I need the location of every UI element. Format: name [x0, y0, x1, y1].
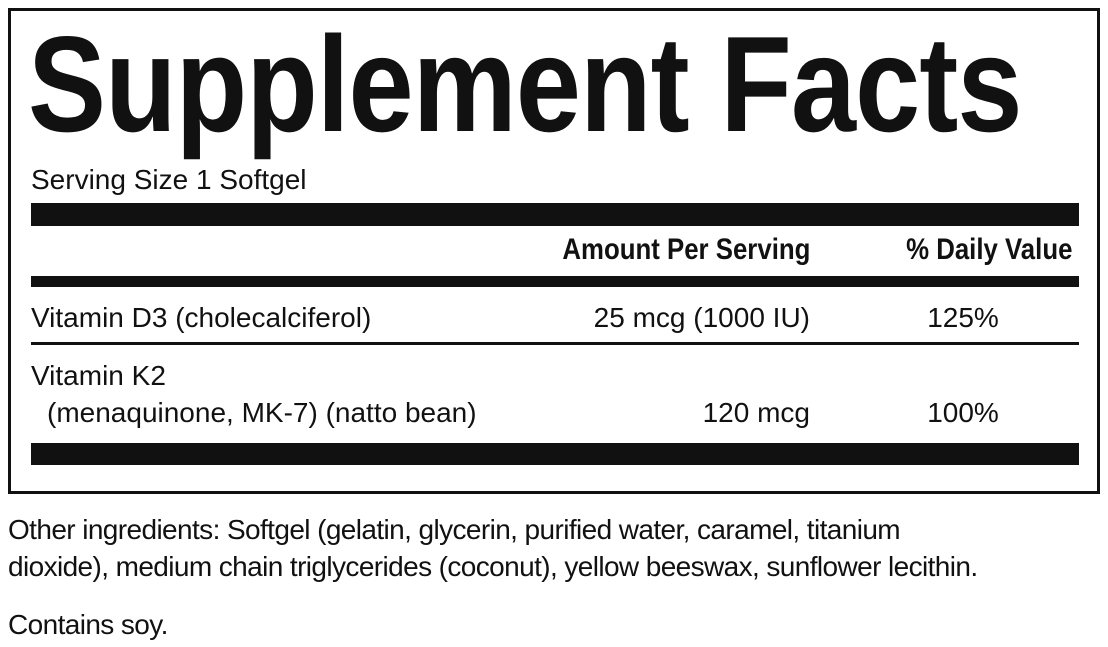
nutrient-amount: 25 mcg (1000 IU)	[593, 302, 810, 333]
nutrient-daily-value: 100%	[927, 397, 999, 428]
serving-size: Serving Size 1 Softgel	[31, 164, 307, 195]
nutrient-daily-value: 125%	[927, 302, 999, 333]
medium-divider	[31, 276, 1079, 287]
nutrient-amount: 120 mcg	[702, 397, 810, 428]
header-amount-per-serving: Amount Per Serving	[561, 233, 810, 266]
other-ingredients-line-2: dioxide), medium chain triglycerides (co…	[8, 551, 978, 582]
nutrient-name: Vitamin K2	[31, 360, 166, 391]
nutrient-name: Vitamin D3 (cholecalciferol)	[31, 302, 372, 333]
allergen-statement: Contains soy.	[8, 609, 168, 640]
panel-title: Supplement Facts	[28, 8, 1022, 160]
thick-divider	[31, 443, 1079, 465]
thin-divider	[31, 342, 1079, 345]
thick-divider	[31, 203, 1079, 226]
nutrient-source: (menaquinone, MK-7) (natto bean)	[47, 397, 477, 428]
supplement-facts-panel	[8, 8, 1100, 494]
header-daily-value: % Daily Value	[905, 233, 1072, 266]
other-ingredients-line-1: Other ingredients: Softgel (gelatin, gly…	[8, 514, 901, 545]
